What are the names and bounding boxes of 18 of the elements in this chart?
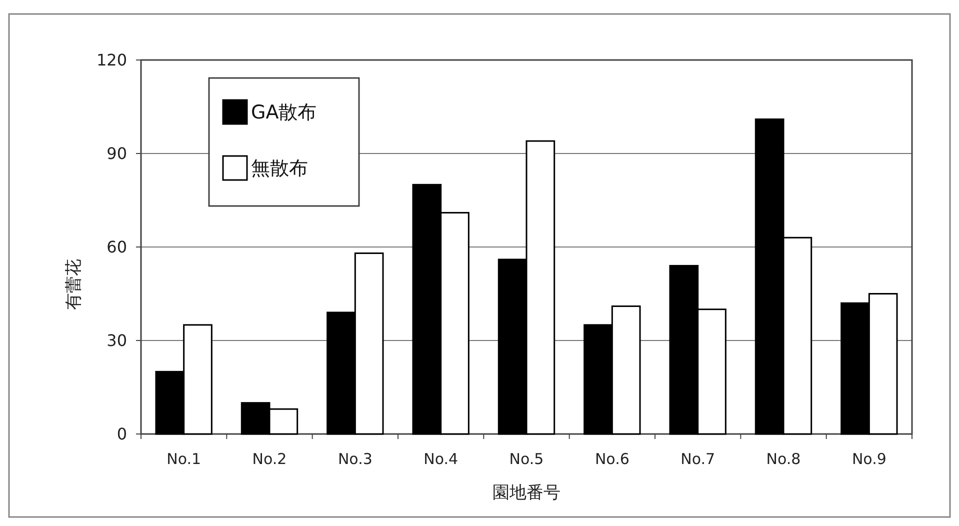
y-tick-label: 30	[106, 331, 127, 350]
y-tick-label: 120	[96, 50, 127, 70]
x-tick-label: No.1	[166, 450, 202, 468]
y-tick-label: 90	[106, 144, 127, 164]
y-tick-label: 0	[116, 424, 127, 444]
legend-label: GA散布	[251, 102, 317, 124]
x-axis-title: 園地番号	[492, 483, 560, 503]
x-tick-label: No.6	[594, 450, 630, 468]
y-axis-title: 有蕾花	[64, 258, 84, 310]
y-tick-label: 60	[106, 238, 127, 257]
x-tick-label: No.7	[680, 450, 716, 468]
x-tick-label: No.9	[852, 450, 886, 468]
x-tick-label: No.5	[509, 450, 544, 468]
x-tick-label: No.8	[766, 450, 801, 468]
x-tick-label: No.2	[252, 450, 287, 468]
x-tick-label: No.4	[424, 450, 458, 468]
legend-label: 無散布	[251, 158, 308, 180]
x-tick-label: No.3	[338, 450, 372, 468]
